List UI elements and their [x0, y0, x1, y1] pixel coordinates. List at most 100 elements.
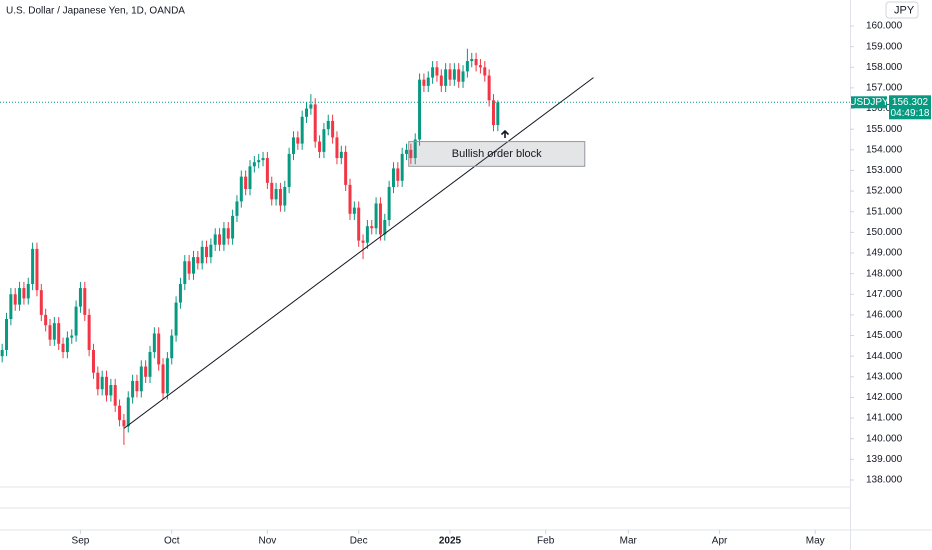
candle-body [470, 59, 474, 62]
arrow [500, 129, 510, 138]
y-tick-label: 143.000 [866, 371, 903, 382]
candle-body [418, 79, 422, 140]
candle-body [183, 261, 187, 284]
y-tick-label: 155.000 [866, 124, 903, 135]
candle-body [283, 186, 287, 206]
order-block [408, 141, 586, 167]
last-price-label: 156.302 [892, 97, 929, 108]
candle-body [178, 283, 182, 303]
candle-body [357, 207, 361, 241]
candle-body [48, 325, 52, 340]
candle-body [135, 380, 139, 392]
candle-body [139, 366, 143, 392]
x-tick-label: Mar [620, 536, 638, 547]
candle-body [83, 288, 87, 315]
x-tick-label: 2025 [439, 536, 462, 547]
candle-body [318, 141, 322, 152]
candle-body [370, 226, 374, 229]
candle-body [322, 129, 326, 152]
x-tick-label: Apr [712, 536, 728, 547]
candle-body [265, 158, 269, 183]
candle-body [218, 234, 222, 245]
candle-body [170, 335, 174, 359]
candle-body [405, 149, 409, 154]
price-tag [889, 95, 931, 120]
candle-body [491, 100, 495, 126]
y-tick-label: 156.000 [866, 103, 903, 114]
candle-body [148, 352, 152, 377]
candle-body [100, 376, 104, 390]
currency-button[interactable] [885, 1, 919, 19]
candle-body [91, 349, 95, 373]
candle-body [222, 228, 226, 245]
candle-body [257, 160, 261, 163]
candle-body [291, 137, 295, 154]
chart-title: U.S. Dollar / Japanese Yen, 1D, OANDA [6, 6, 185, 17]
candle-body [387, 186, 391, 220]
candle-body [261, 158, 265, 161]
y-tick-label: 159.000 [866, 41, 903, 52]
countdown-label: 04:49:18 [891, 108, 930, 119]
x-tick-label: May [806, 536, 825, 547]
y-tick-label: 140.000 [866, 433, 903, 444]
candle-body [426, 77, 430, 86]
candle-body [413, 139, 417, 159]
candle-body [422, 79, 426, 86]
candle-body [383, 219, 387, 235]
candle-body [126, 397, 130, 427]
y-tick-label: 149.000 [866, 248, 903, 259]
candle-body [344, 151, 348, 185]
candle-body [35, 248, 39, 291]
candle-body [461, 71, 465, 82]
candle-body [244, 176, 248, 190]
candle-body [226, 228, 230, 239]
x-tick-label: Dec [350, 536, 368, 547]
y-tick-label: 145.000 [866, 330, 903, 341]
y-tick-label: 150.000 [866, 227, 903, 238]
y-tick-label: 141.000 [866, 413, 903, 424]
candle-body [152, 333, 156, 353]
candle-body [313, 104, 317, 142]
candle-body [409, 149, 413, 159]
candle-body [131, 380, 135, 398]
candle-body [39, 290, 43, 315]
candle-body [487, 75, 491, 101]
candle-body [113, 385, 117, 406]
candle-body [105, 376, 109, 396]
y-tick-label: 157.000 [866, 83, 903, 94]
candle-body [478, 65, 482, 68]
symbol-tag [851, 96, 887, 109]
y-tick-label: 158.000 [866, 62, 903, 73]
currency-label[interactable]: JPY [894, 4, 915, 16]
candle-body [65, 337, 69, 353]
trendline [123, 77, 594, 429]
candle-body [213, 234, 217, 245]
candle-body [335, 137, 339, 159]
candle-body [52, 323, 56, 340]
candle-body [74, 306, 78, 336]
y-tick-label: 147.000 [866, 289, 903, 300]
symbol-label: USDJPY [849, 97, 889, 108]
candle-body [239, 176, 243, 202]
candle-body [248, 166, 252, 190]
candle-body [235, 201, 239, 216]
candle-body [191, 257, 195, 274]
candle-body [26, 283, 30, 299]
candle-body [87, 314, 91, 350]
candle-body [444, 69, 448, 86]
x-tick-label: Oct [164, 536, 180, 547]
y-tick-label: 146.000 [866, 310, 903, 321]
candle-body [400, 153, 404, 181]
y-tick-label: 160.000 [866, 21, 903, 32]
candle-body [57, 323, 61, 344]
candle-body [287, 153, 291, 187]
candle-body [9, 294, 13, 320]
candle-body [431, 67, 435, 78]
candle-body [348, 184, 352, 214]
candle-body [200, 246, 204, 264]
y-tick-label: 151.000 [866, 206, 903, 217]
candle-body [378, 203, 382, 235]
candle-body [165, 358, 169, 394]
order-block-label: Bullish order block [452, 148, 542, 160]
